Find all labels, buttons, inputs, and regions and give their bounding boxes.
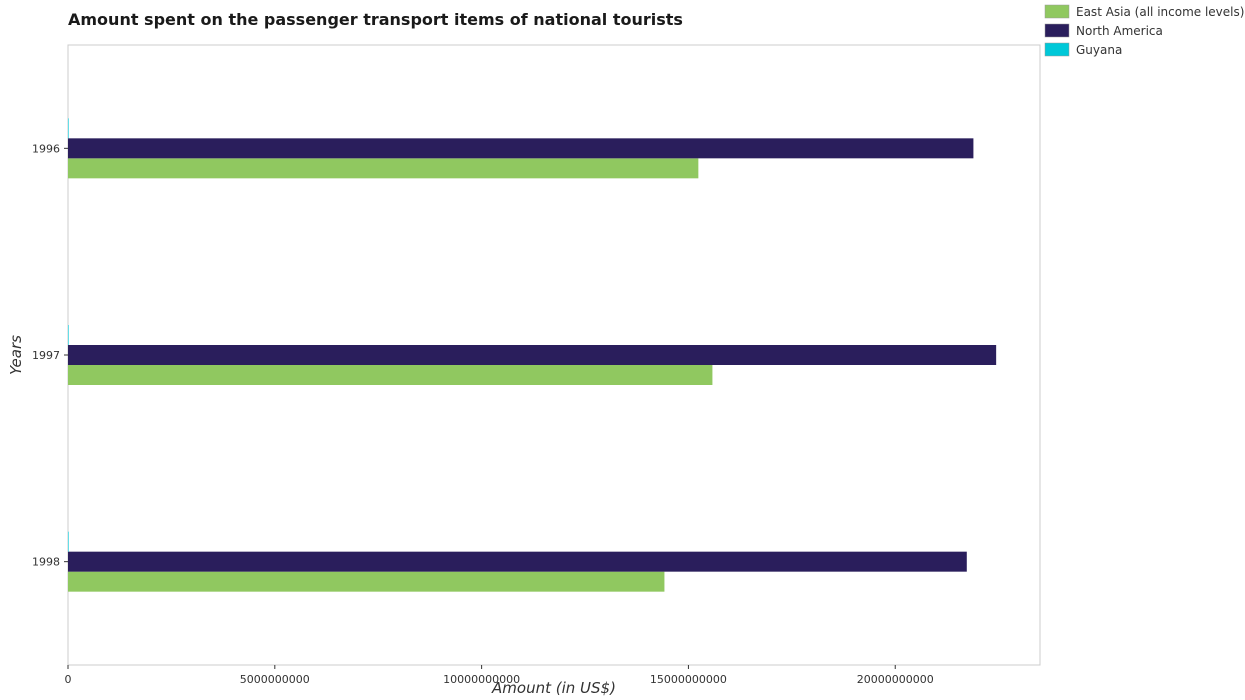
- bar-east-asia-1997: [68, 365, 713, 385]
- plot-area: 0 5000000000 10000000000 15000000000 2000000…: [32, 44, 1041, 686]
- x-tick-label: 0: [65, 673, 72, 686]
- bar-guyana-1998: [68, 531, 69, 552]
- bar-east-asia-1996: [68, 158, 699, 179]
- x-tick-label: 20000000000: [857, 673, 934, 686]
- bar-north-america-1998: [68, 551, 967, 572]
- x-tick-label: 15000000000: [650, 673, 727, 686]
- legend-label-guyana: Guyana: [1076, 43, 1122, 57]
- y-tick-label: 1997: [32, 349, 60, 362]
- legend-label-north-america: North America: [1076, 24, 1163, 38]
- legend-label-east-asia: East Asia (all income levels): [1076, 5, 1244, 19]
- bar-guyana-1996: [68, 118, 69, 139]
- legend-swatch-guyana: [1044, 42, 1070, 57]
- x-tick-label: 10000000000: [443, 673, 520, 686]
- legend-swatch-east-asia: [1044, 4, 1070, 19]
- bar-east-asia-1998: [68, 571, 665, 592]
- bar-north-america-1997: [68, 345, 997, 365]
- bar-north-america-1996: [68, 138, 974, 159]
- y-ticks-group: 1996 1997 1998: [32, 142, 68, 569]
- legend-swatch-north-america: [1044, 23, 1070, 38]
- y-axis-label: Years: [7, 335, 25, 375]
- y-tick-label: 1996: [32, 142, 60, 155]
- legend: East Asia (all income levels) North Ameri…: [1044, 4, 1244, 57]
- x-tick-label: 5000000000: [240, 673, 310, 686]
- bar-guyana-1997: [68, 325, 69, 345]
- x-axis-label: Amount (in US$): [491, 679, 616, 697]
- bars-group: [68, 118, 997, 592]
- x-ticks-group: 0 5000000000 10000000000 15000000000 2000000…: [65, 665, 934, 686]
- chart-title: Amount spent on the passenger transport …: [68, 10, 683, 29]
- y-tick-label: 1998: [32, 556, 60, 569]
